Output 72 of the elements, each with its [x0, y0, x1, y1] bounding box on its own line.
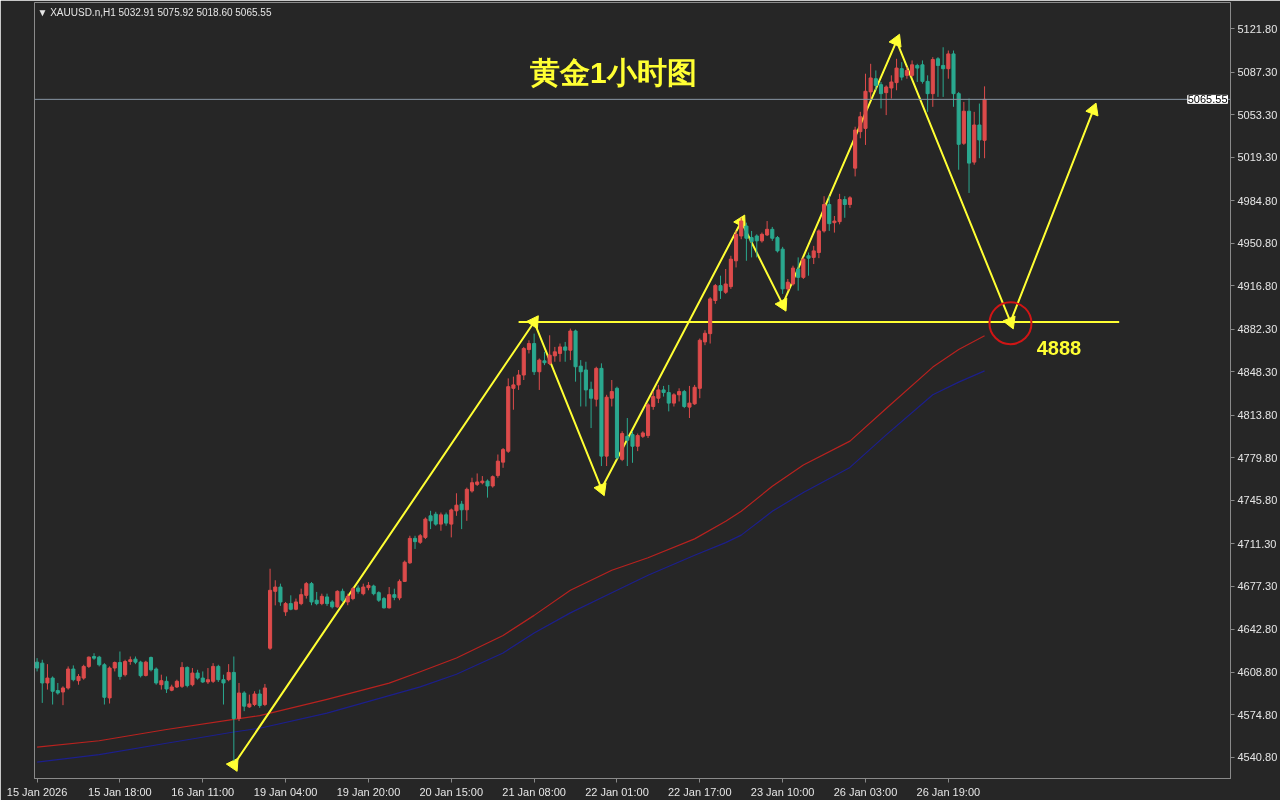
- candlestick: [537, 357, 542, 391]
- candlestick: [790, 265, 796, 287]
- candlestick: [977, 103, 982, 159]
- x-tick-label: 15 Jan 2026: [6, 785, 68, 798]
- candlestick: [412, 535, 418, 550]
- point: [1085, 102, 1099, 117]
- candlestick: [91, 652, 97, 661]
- y-tick-label: 4916.80: [1237, 279, 1278, 292]
- y-tick-label: 4813.80: [1237, 409, 1278, 422]
- y-tick-label: 4950.80: [1237, 237, 1278, 250]
- y-tick-label: 4574.80: [1237, 708, 1278, 721]
- x-tick-label: 20 Jan 15:00: [419, 785, 484, 798]
- chart-subtitle: ▼ XAUUSD.n,H1 5032.91 5075.92 5018.60 5065.55: [37, 6, 272, 18]
- y-tick-label: 4848.30: [1237, 365, 1278, 378]
- candlestick: [278, 583, 283, 607]
- y-tick-label: 5053.30: [1237, 108, 1278, 121]
- candlestick: [796, 256, 801, 292]
- x-tick-label: 22 Jan 01:00: [585, 785, 649, 798]
- x-tick-label: 16 Jan 11:00: [171, 785, 235, 798]
- x-tick-label: 19 Jan 04:00: [253, 785, 318, 798]
- x-tick-label: 19 Jan 20:00: [336, 785, 401, 798]
- candlestick: [257, 689, 262, 709]
- x-tick-label: 22 Jan 17:00: [668, 785, 732, 798]
- point: [988, 301, 1033, 346]
- candlestick: [935, 56, 941, 98]
- candlestick: [356, 584, 361, 595]
- candlestick: [557, 343, 563, 363]
- ref-line-label: 5065.55: [1187, 93, 1228, 106]
- candlestick: [45, 663, 50, 691]
- candlestick: [801, 256, 806, 280]
- candlestick: [117, 650, 122, 681]
- y-tick-label: 5121.80: [1237, 22, 1278, 35]
- candlestick: [459, 500, 464, 530]
- point: [774, 297, 788, 312]
- candlestick: [827, 195, 832, 232]
- candlestick: [878, 81, 884, 109]
- y-tick-label: 4677.30: [1237, 580, 1278, 593]
- candlestick: [682, 389, 687, 409]
- candlestick: [806, 252, 811, 277]
- y-tick-label: 4711.30: [1237, 537, 1277, 550]
- y-tick-label: 4882.30: [1237, 323, 1278, 336]
- y-tick-label: 4745.80: [1237, 494, 1278, 507]
- series-label: 4888: [1036, 336, 1082, 359]
- y-tick-label: 4779.80: [1237, 451, 1278, 464]
- candlestick: [438, 512, 443, 532]
- y-tick-label: 5087.30: [1237, 66, 1278, 79]
- candlestick: [563, 341, 568, 363]
- candlestick: [387, 586, 392, 609]
- point: [888, 33, 902, 48]
- candlestick: [946, 50, 951, 80]
- candlestick: [242, 690, 247, 712]
- y-tick-label: 4642.80: [1237, 623, 1278, 636]
- candlestick: [262, 683, 267, 707]
- candlestick: [842, 195, 847, 219]
- candlestick: [718, 275, 723, 300]
- candlestick: [899, 61, 904, 81]
- y-tick-label: 5019.30: [1237, 151, 1278, 164]
- candlestick: [485, 478, 490, 499]
- text: 黄金1小时图: [530, 55, 697, 89]
- y-tick-label: 4540.80: [1237, 751, 1278, 764]
- candlestick: [568, 328, 573, 361]
- x-tick-label: 21 Jan 08:00: [502, 785, 566, 798]
- candlestick: [190, 667, 195, 687]
- x-tick-label: 23 Jan 10:00: [750, 785, 815, 798]
- point: [593, 482, 607, 497]
- point: [225, 757, 239, 772]
- x-tick-label: 15 Jan 18:00: [88, 785, 152, 798]
- y-tick-label: 4608.80: [1237, 666, 1278, 679]
- x-tick-label: 26 Jan 03:00: [833, 785, 898, 798]
- candlestick: [185, 665, 190, 688]
- y-tick-label: 4984.80: [1237, 194, 1278, 207]
- x-tick-label: 26 Jan 19:00: [916, 785, 981, 798]
